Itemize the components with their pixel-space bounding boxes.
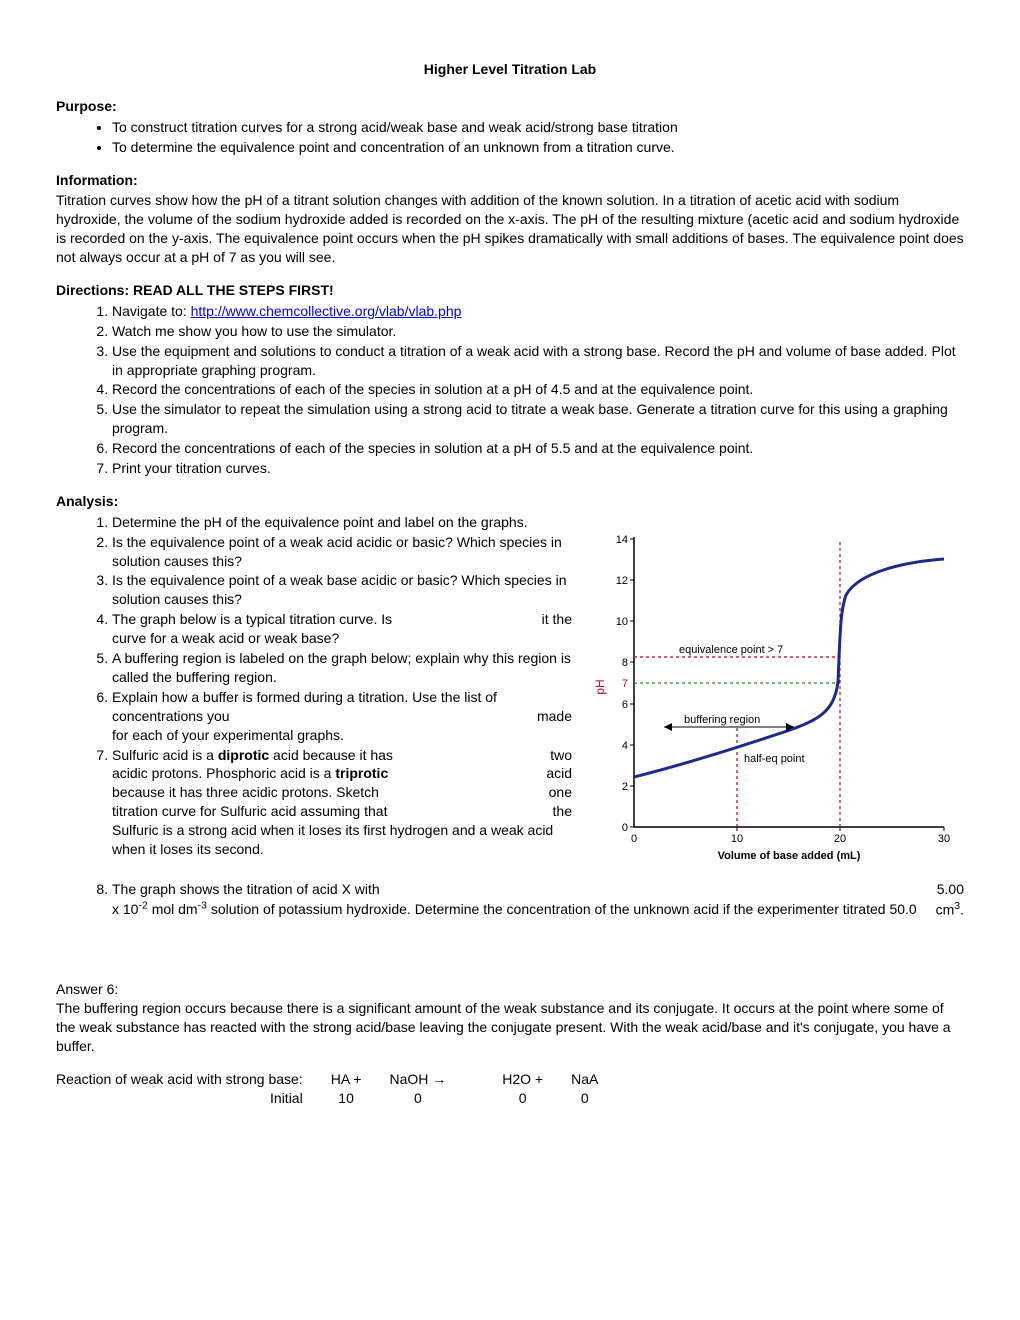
q7-text4: because it has three acidic protons. Ske… [112, 784, 379, 800]
page-title: Higher Level Titration Lab [56, 60, 964, 79]
list-item: Use the equipment and solutions to condu… [112, 342, 964, 380]
list-item: To determine the equivalence point and c… [112, 138, 964, 157]
triprotic-bold: triprotic [335, 765, 388, 781]
table-cell: NaA [557, 1070, 612, 1089]
q4-right: it the [542, 610, 572, 629]
list-item: Navigate to: http://www.chemcollective.o… [112, 302, 964, 321]
q4-text: The graph below is a typical titration c… [112, 611, 392, 627]
vlab-link[interactable]: http://www.chemcollective.org/vlab/vlab.… [191, 303, 462, 319]
list-item: Watch me show you how to use the simulat… [112, 322, 964, 341]
directions-list: Navigate to: http://www.chemcollective.o… [56, 302, 964, 478]
q7-r2: acid [546, 764, 572, 783]
answer6-heading: Answer 6: [56, 980, 964, 999]
table-cell: 0 [488, 1089, 557, 1108]
svg-text:10: 10 [616, 616, 628, 628]
q8-r2: cm3. [936, 899, 964, 920]
list-item: Record the concentrations of each of the… [112, 380, 964, 399]
list-item: Record the concentrations of each of the… [112, 439, 964, 458]
directions-heading: Directions: READ ALL THE STEPS FIRST! [56, 281, 964, 300]
svg-text:2: 2 [622, 781, 628, 793]
list-item: To construct titration curves for a stro… [112, 118, 964, 137]
halfeq-label: half-eq point [744, 753, 805, 765]
equivalence-label: equivalence point > 7 [679, 644, 783, 656]
titration-chart: 0 2 4 6 7 8 10 12 14 0 10 20 30 [584, 517, 964, 867]
step-text: Navigate to: [112, 303, 191, 319]
q6-right: made [537, 707, 572, 726]
list-item: The graph shows the titration of acid X … [112, 880, 964, 919]
q8-text2: x 10-2 mol dm-3 solution of potassium hy… [112, 901, 917, 917]
analysis-heading: Analysis: [56, 492, 964, 511]
q7-text3: acidic protons. Phosphoric acid is a [112, 765, 335, 781]
q7-text: Sulfuric acid is a [112, 747, 218, 763]
buffering-label: buffering region [684, 714, 760, 726]
table-cell: 10 [317, 1089, 376, 1108]
svg-text:20: 20 [834, 833, 846, 845]
purpose-heading: Purpose: [56, 97, 964, 116]
q6-cont: for each of your experimental graphs. [112, 727, 344, 743]
purpose-list: To construct titration curves for a stro… [56, 118, 964, 157]
q7-r4: the [553, 802, 572, 821]
table-row: Reaction of weak acid with strong base: … [56, 1070, 612, 1089]
analysis-block: 0 2 4 6 7 8 10 12 14 0 10 20 30 [56, 513, 964, 920]
table-cell: NaOH → [375, 1070, 460, 1089]
list-item: Print your titration curves. [112, 459, 964, 478]
information-body: Titration curves show how the pH of a ti… [56, 191, 964, 267]
svg-text:14: 14 [616, 534, 628, 546]
q8-text: The graph shows the titration of acid X … [112, 881, 380, 897]
reaction-label: Reaction of weak acid with strong base: [56, 1070, 317, 1089]
svg-text:8: 8 [622, 657, 628, 669]
x-axis-label: Volume of base added (mL) [718, 850, 861, 862]
q8-r1: 5.00 [937, 880, 964, 899]
q6-text: Explain how a buffer is formed during a … [112, 689, 497, 724]
diprotic-bold: diprotic [218, 747, 269, 763]
q7-text6: Sulfuric is a strong acid when it loses … [112, 822, 553, 857]
information-heading: Information: [56, 171, 964, 190]
table-cell: 0 [375, 1089, 460, 1108]
svg-text:7: 7 [622, 678, 628, 690]
reaction-block: Reaction of weak acid with strong base: … [56, 1070, 964, 1108]
svg-text:30: 30 [938, 833, 950, 845]
svg-text:0: 0 [631, 833, 637, 845]
q7-text5: titration curve for Sulfuric acid assumi… [112, 803, 387, 819]
table-cell: HA + [317, 1070, 376, 1089]
answer6-block: Answer 6: The buffering region occurs be… [56, 980, 964, 1056]
list-item: Use the simulator to repeat the simulati… [112, 400, 964, 438]
q4-cont: curve for a weak acid or weak base? [112, 630, 339, 646]
chart-svg: 0 2 4 6 7 8 10 12 14 0 10 20 30 [584, 517, 964, 867]
table-cell: H2O + [488, 1070, 557, 1089]
y-axis-label: pH [593, 679, 607, 694]
q7-r1: two [550, 746, 572, 765]
svg-text:10: 10 [731, 833, 743, 845]
q7-text2: acid because it has [269, 747, 393, 763]
table-row: Initial 10 0 0 0 [56, 1089, 612, 1108]
svg-text:0: 0 [622, 822, 628, 834]
answer6-body: The buffering region occurs because ther… [56, 999, 964, 1056]
initial-label: Initial [56, 1089, 317, 1108]
q7-r3: one [549, 783, 572, 802]
svg-text:4: 4 [622, 740, 628, 752]
reaction-table: Reaction of weak acid with strong base: … [56, 1070, 612, 1108]
table-cell [460, 1070, 488, 1089]
table-cell [460, 1089, 488, 1108]
table-cell: 0 [557, 1089, 612, 1108]
svg-text:12: 12 [616, 575, 628, 587]
svg-text:6: 6 [622, 699, 628, 711]
